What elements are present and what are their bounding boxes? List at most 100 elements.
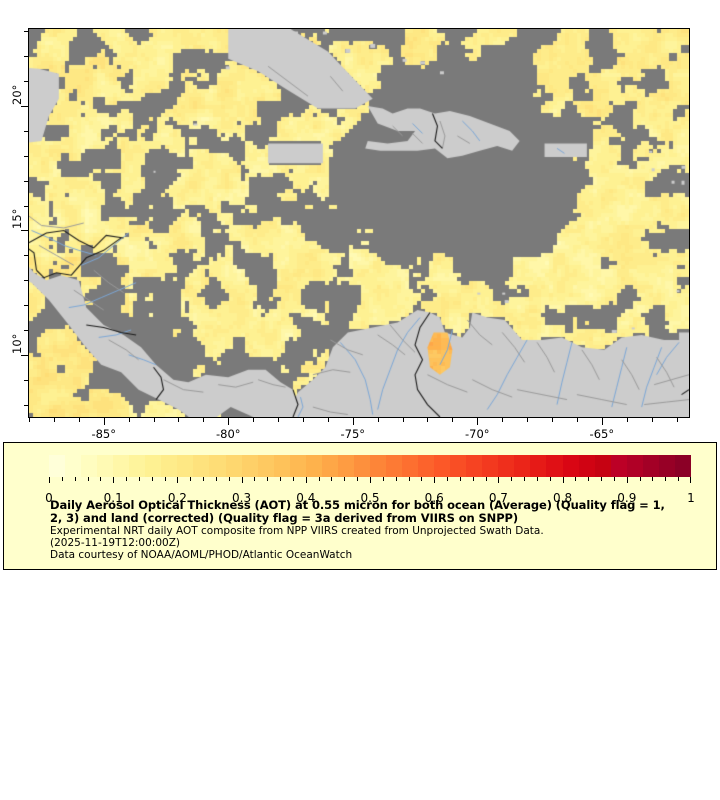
x-axis-minor-tick [402, 418, 404, 422]
y-axis-minor-tick [24, 81, 28, 83]
colorbar-step-13 [257, 455, 274, 477]
colorbar-minor-tick [511, 477, 513, 481]
x-axis-tick-label: -70° [465, 427, 490, 441]
colorbar-step-24 [434, 455, 451, 477]
legend-subtitle-line-2: (2025-11-19T12:00:00Z) [50, 537, 180, 549]
colorbar-step-8 [177, 455, 194, 477]
x-axis-minor-tick [527, 418, 529, 422]
colorbar-minor-tick [652, 477, 654, 481]
colorbar-major-tick [498, 477, 500, 483]
colorbar-step-19 [353, 455, 370, 477]
legend-title-line-1: Daily Aerosol Optical Thickness (AOT) at… [50, 498, 665, 512]
y-axis-minor-tick [24, 280, 28, 282]
colorbar-step-21 [385, 455, 403, 477]
colorbar-minor-tick [678, 477, 680, 481]
colorbar-step-0 [49, 455, 66, 477]
colorbar-minor-tick [549, 477, 551, 481]
colorbar-major-tick [177, 477, 179, 483]
y-axis-major-tick [21, 106, 28, 108]
colorbar-major-tick [370, 477, 371, 483]
x-axis-tick-label: -85° [91, 427, 116, 441]
x-axis-major-tick [103, 418, 105, 425]
colorbar-minor-tick [138, 477, 140, 481]
colorbar-step-37 [642, 455, 659, 477]
x-axis-minor-tick [552, 418, 554, 422]
y-axis-minor-tick [24, 305, 28, 307]
colorbar-step-31 [546, 455, 563, 477]
colorbar-step-38 [658, 455, 675, 477]
x-axis-minor-tick [178, 418, 180, 422]
y-axis-minor-tick [24, 31, 28, 33]
legend-title-line-2: 2, 3) and land (corrected) (Quality flag… [50, 510, 519, 525]
colorbar-minor-tick [382, 477, 384, 481]
colorbar-step-18 [337, 455, 354, 477]
colorbar-minor-tick [267, 477, 269, 481]
y-axis-minor-tick [24, 130, 28, 132]
aot-map-figure: -85° -80° -75° -70° -65° 10° 15° 20° [10, 28, 690, 441]
x-axis-minor-tick [253, 418, 255, 422]
legend-subtitle: Experimental NRT daily AOT composite fro… [50, 525, 702, 561]
legend-panel: 0 0.1 0.2 0.3 0.4 0.5 0.6 0.7 0.8 0.9 1 Daily Aero… [3, 442, 717, 570]
x-axis-minor-tick [78, 418, 80, 422]
colorbar-gradient [49, 455, 691, 477]
colorbar-step-28 [498, 455, 515, 477]
colorbar-step-7 [161, 455, 178, 477]
x-axis-minor-tick [203, 418, 205, 422]
y-axis-minor-tick [24, 329, 28, 331]
colorbar-minor-tick [447, 477, 449, 481]
colorbar-step-2 [81, 455, 98, 477]
colorbar-minor-tick [665, 477, 667, 481]
x-axis-tick-label: -75° [340, 427, 366, 441]
colorbar-tick-label: 1 [687, 491, 695, 505]
colorbar-step-25 [450, 455, 467, 477]
x-axis-minor-tick [278, 418, 280, 422]
x-axis-minor-tick [327, 418, 329, 422]
colorbar-step-30 [530, 455, 547, 477]
colorbar-step-1 [65, 455, 82, 477]
colorbar-tick-label: 0 [45, 491, 53, 505]
colorbar-minor-tick [100, 477, 102, 481]
colorbar-tick-label: 0.8 [553, 491, 573, 505]
colorbar-step-22 [402, 455, 419, 477]
x-axis-minor-tick [452, 418, 454, 422]
colorbar-major-tick [241, 477, 243, 483]
x-axis-minor-tick [128, 418, 130, 422]
colorbar-container: 0 0.1 0.2 0.3 0.4 0.5 0.6 0.7 0.8 0.9 1 [45, 455, 695, 505]
x-axis-minor-tick [502, 418, 504, 422]
colorbar-step-5 [129, 455, 146, 477]
x-axis-major-tick [352, 418, 354, 425]
colorbar-minor-tick [613, 477, 615, 481]
colorbar-minor-tick [318, 477, 320, 481]
x-axis-major-tick [228, 418, 230, 425]
colorbar-step-29 [514, 455, 531, 477]
colorbar-minor-tick [357, 477, 359, 481]
colorbar-tick-label: 0.1 [103, 491, 123, 505]
map-plot-area[interactable] [28, 28, 690, 418]
colorbar-major-tick [626, 477, 628, 483]
y-axis-minor-tick [24, 56, 28, 58]
colorbar-minor-tick [639, 477, 641, 481]
colorbar-step-12 [241, 455, 258, 477]
x-axis-minor-tick [29, 418, 30, 422]
colorbar-minor-tick [601, 477, 603, 481]
colorbar-step-35 [610, 455, 627, 477]
colorbar-step-27 [482, 455, 499, 477]
colorbar-step-39 [674, 455, 691, 477]
x-axis-minor-tick [153, 418, 155, 422]
y-axis-minor-tick [24, 155, 28, 157]
colorbar-minor-tick [254, 477, 256, 481]
colorbar-tick-label: 0.6 [424, 491, 444, 505]
legend-subtitle-line-3: Data courtesy of NOAA/AOML/PHOD/Atlantic… [50, 549, 353, 561]
colorbar-minor-tick [588, 477, 590, 481]
colorbar-minor-tick [472, 477, 474, 481]
colorbar-minor-tick [485, 477, 487, 481]
colorbar-tick-label: 0.3 [232, 491, 252, 505]
colorbar-minor-tick [344, 477, 346, 481]
colorbar-step-20 [369, 455, 386, 477]
colorbar-minor-tick [228, 477, 230, 481]
colorbar-step-4 [113, 455, 130, 477]
x-axis-minor-tick [626, 418, 628, 422]
y-axis-major-tick [21, 354, 28, 356]
colorbar-step-9 [193, 455, 210, 477]
y-axis-minor-tick [24, 404, 28, 406]
